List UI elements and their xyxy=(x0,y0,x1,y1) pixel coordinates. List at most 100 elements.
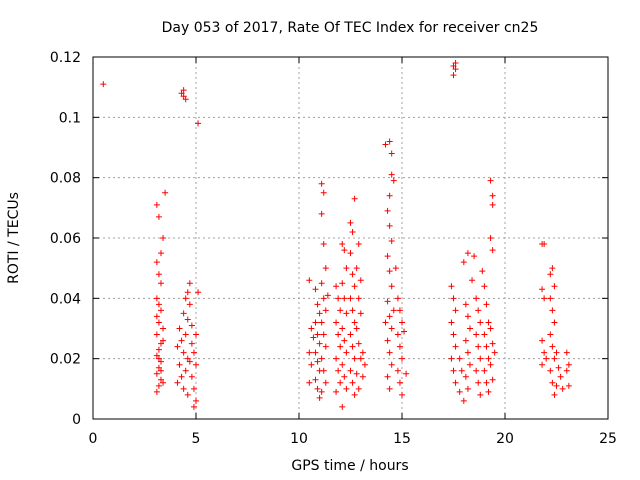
data-point xyxy=(458,367,465,374)
data-point xyxy=(386,268,393,275)
data-point xyxy=(388,325,395,332)
data-point xyxy=(190,349,197,356)
data-point xyxy=(448,283,455,290)
data-point xyxy=(339,361,346,368)
data-point xyxy=(355,385,362,392)
data-point xyxy=(322,265,329,272)
data-point xyxy=(318,319,325,326)
data-point xyxy=(157,280,164,287)
data-point xyxy=(343,265,350,272)
data-point xyxy=(347,331,354,338)
data-point xyxy=(306,379,313,386)
data-point xyxy=(563,367,570,374)
data-point xyxy=(384,298,391,305)
data-point xyxy=(320,367,327,374)
data-point xyxy=(396,379,403,386)
data-point xyxy=(193,331,199,338)
y-tick-label: 0.02 xyxy=(50,352,81,368)
data-point xyxy=(333,319,340,326)
data-point xyxy=(312,286,319,293)
data-point xyxy=(322,307,329,314)
data-point xyxy=(153,331,160,338)
data-point xyxy=(353,370,360,377)
data-point xyxy=(384,207,391,214)
x-tick-label: 10 xyxy=(290,431,308,447)
y-tick-label: 0.06 xyxy=(50,231,81,247)
data-point xyxy=(193,361,199,368)
data-point xyxy=(155,271,162,278)
data-point xyxy=(333,355,340,362)
data-point xyxy=(553,349,560,356)
data-point xyxy=(337,307,344,314)
data-point xyxy=(450,331,457,338)
data-point xyxy=(475,379,482,386)
data-point xyxy=(318,355,325,362)
data-point xyxy=(312,319,319,326)
data-point xyxy=(155,355,162,362)
data-point xyxy=(349,343,356,350)
data-point xyxy=(399,391,405,398)
data-point xyxy=(153,295,160,302)
y-tick-label: 0.08 xyxy=(50,171,81,187)
data-point xyxy=(182,331,189,338)
data-point xyxy=(539,361,546,368)
data-point xyxy=(386,192,393,199)
data-point xyxy=(553,382,560,389)
data-point xyxy=(349,307,356,314)
data-point xyxy=(312,376,319,383)
data-point xyxy=(184,316,191,323)
data-point xyxy=(390,307,397,314)
data-point xyxy=(386,222,393,229)
data-point xyxy=(157,340,164,347)
data-point xyxy=(477,355,484,362)
data-point xyxy=(190,385,197,392)
data-point xyxy=(308,361,315,368)
data-point xyxy=(464,349,471,356)
data-point xyxy=(186,280,193,287)
data-point xyxy=(481,283,488,290)
chart-title: Day 053 of 2017, Rate Of TEC Index for r… xyxy=(162,20,539,36)
data-point xyxy=(559,385,566,392)
data-point xyxy=(549,307,556,314)
data-point xyxy=(306,349,313,356)
data-point xyxy=(341,247,348,254)
data-point xyxy=(491,349,498,356)
data-point xyxy=(388,150,395,157)
data-point xyxy=(382,319,389,326)
data-point xyxy=(190,403,197,410)
data-point xyxy=(394,295,401,302)
data-point xyxy=(186,358,193,365)
data-point xyxy=(462,337,469,344)
data-point xyxy=(547,271,554,278)
data-point xyxy=(355,295,362,302)
data-point xyxy=(464,313,471,320)
data-point xyxy=(180,349,187,356)
data-point xyxy=(351,283,358,290)
data-point xyxy=(349,271,356,278)
data-point xyxy=(180,310,187,317)
data-point xyxy=(188,373,195,380)
data-point xyxy=(547,331,554,338)
data-point xyxy=(359,373,366,380)
data-point xyxy=(543,355,550,362)
data-point xyxy=(547,295,554,302)
data-point xyxy=(318,210,325,217)
data-point xyxy=(195,289,202,296)
data-point xyxy=(157,367,164,374)
data-point xyxy=(485,319,492,326)
data-point xyxy=(160,325,167,332)
data-point xyxy=(316,394,323,401)
data-point xyxy=(388,361,395,368)
data-point xyxy=(178,373,185,380)
data-point xyxy=(489,376,496,383)
x-tick-label: 25 xyxy=(599,431,617,447)
x-tick-label: 20 xyxy=(496,431,514,447)
data-point xyxy=(316,340,323,347)
data-point xyxy=(487,235,494,241)
data-point xyxy=(193,397,199,404)
data-point xyxy=(157,250,164,257)
data-point xyxy=(450,295,457,302)
data-point xyxy=(452,343,459,350)
